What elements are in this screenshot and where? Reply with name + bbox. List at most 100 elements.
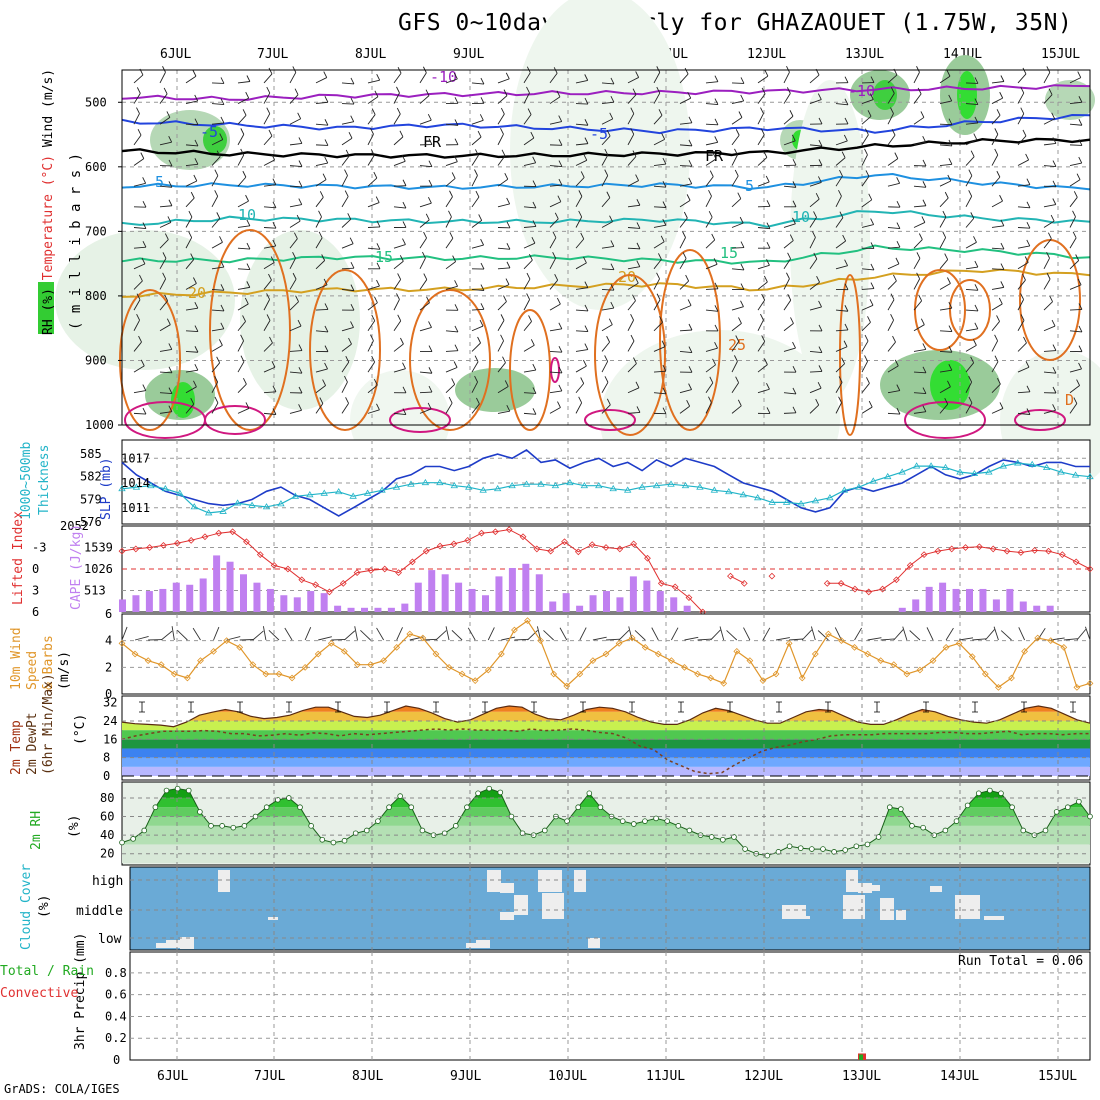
wind-barb [298, 404, 303, 411]
wind-barb [679, 350, 692, 354]
wind-barb [763, 275, 768, 283]
wind-barb [214, 190, 219, 197]
wind-barb [263, 227, 277, 229]
wind-barb [896, 201, 901, 208]
wind-barb [324, 139, 329, 146]
wind-barb [658, 109, 663, 116]
cape-bar [441, 574, 449, 612]
date-label-bottom: 14JUL [940, 1069, 979, 1084]
wind-barb [634, 277, 639, 284]
wind-barb [1078, 325, 1083, 333]
wind-barb [323, 71, 328, 78]
thickness-point [1086, 472, 1094, 480]
wind-barb [653, 241, 665, 249]
wind-barb [500, 314, 505, 321]
wind-barb [315, 162, 328, 166]
rh-line [121, 788, 1091, 857]
wind-barb [766, 200, 771, 207]
wind-barb [998, 297, 1003, 305]
wind-barb [318, 210, 322, 218]
lifted-index-point [602, 544, 610, 551]
wind-barb [817, 93, 822, 100]
wind-barb [970, 212, 975, 219]
wind-barb [1043, 301, 1053, 311]
wind-barb [656, 86, 661, 94]
wind-barb [968, 190, 973, 197]
wind-barb [271, 361, 276, 368]
wind-barb-10m [592, 636, 607, 641]
wind-barb [994, 355, 999, 362]
wind-barb [402, 362, 406, 369]
wind-barb [939, 307, 952, 311]
wind-barb [237, 340, 245, 352]
wind-barb [896, 384, 901, 391]
thickness-point [1071, 471, 1080, 478]
wind-barb [523, 242, 536, 249]
wind-barb [168, 366, 173, 374]
wind-barb [475, 190, 480, 198]
isotherm--5 [121, 113, 1091, 135]
lifted-index-point [450, 540, 458, 548]
wind-barb [783, 258, 791, 270]
cape-bar [293, 597, 301, 612]
cape-bar [307, 591, 315, 612]
rh-point [174, 785, 181, 792]
wind-barb [948, 158, 953, 165]
temp-band [122, 748, 1090, 758]
wind-barb [835, 402, 842, 414]
isotherm-label: D [1065, 391, 1074, 409]
wind-barb [220, 98, 225, 105]
wind-barb [740, 77, 745, 84]
wind-barb-10m [684, 636, 699, 641]
slp-tick: 1014 [121, 476, 150, 490]
wind-barb [393, 412, 406, 416]
wind-barb [185, 180, 198, 187]
wind-barb [991, 361, 999, 373]
wind-barb [763, 358, 768, 365]
wind-barb [367, 409, 380, 414]
wind-barb [601, 341, 610, 352]
wind-barb [497, 178, 509, 187]
wind-barb [708, 396, 712, 403]
wind-barb [376, 262, 381, 270]
wind-barb [991, 247, 1004, 250]
wind-barb [374, 90, 379, 97]
wind-barb [627, 411, 640, 414]
wind-barb [653, 259, 662, 270]
wind-barb [445, 78, 458, 84]
wind-barb-10m [710, 629, 721, 641]
wind-barb [324, 362, 328, 370]
wind-barb [1052, 367, 1057, 374]
pressure-tick: 700 [85, 224, 107, 238]
wind-barb [558, 346, 563, 353]
wind-barb [939, 197, 949, 208]
thickness-tick: 582 [80, 470, 102, 484]
temp-band [122, 766, 1090, 776]
wind-barb [1069, 403, 1078, 414]
wind-barb [705, 176, 714, 187]
wind-barb [419, 202, 432, 208]
wind-barb [237, 361, 245, 373]
wind-barb [506, 197, 511, 205]
wind-barb [920, 318, 925, 325]
temp-tick: 24 [103, 714, 117, 728]
wind-barb [168, 135, 173, 143]
wind-barb [653, 163, 666, 166]
wind-barb [731, 382, 739, 393]
wind-barb [350, 261, 355, 269]
wind-barb [996, 377, 1001, 385]
wind-barb [393, 320, 402, 332]
wind-barb [192, 70, 197, 77]
wind-barb-10m [867, 637, 882, 641]
wind-barb [861, 340, 869, 352]
wind-barb [687, 299, 692, 306]
wind-barb [1052, 137, 1057, 144]
li-tick: -3 [32, 541, 46, 555]
wind-barb [942, 231, 947, 238]
wind-barb [948, 346, 953, 353]
wind-barb [532, 387, 537, 394]
wind-barb [994, 128, 999, 135]
date-label-bottom: 7JUL [254, 1069, 285, 1084]
cape-bar [898, 607, 906, 612]
